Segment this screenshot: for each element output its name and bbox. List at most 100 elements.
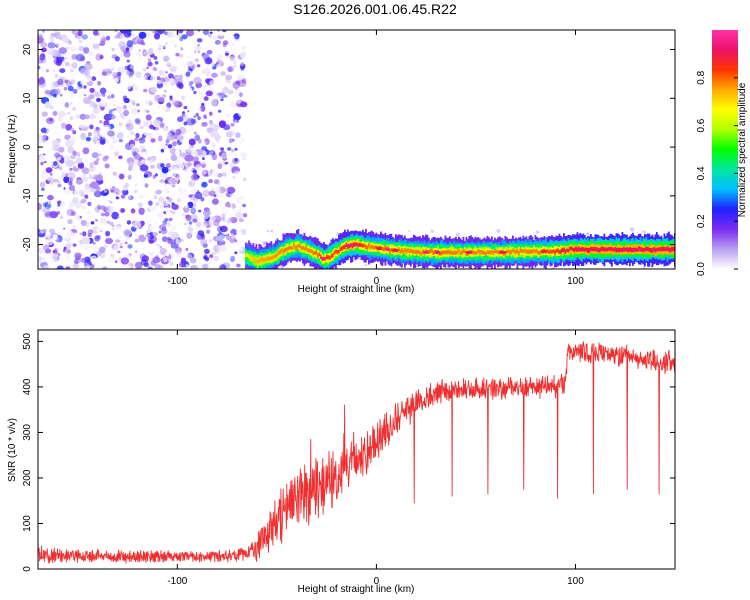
signal-cell [263,258,265,263]
noise-speck [49,211,59,219]
noise-speck [240,152,247,158]
signal-cell [548,250,550,255]
noise-speck [182,162,185,165]
noise-speck [89,162,94,168]
noise-speck [156,157,162,163]
signal-cell [549,249,552,254]
signal-cell [465,252,468,256]
signal-cell [446,250,448,255]
noise-speck [201,140,207,147]
noise-speck [170,33,175,38]
signal-cell [362,243,364,248]
noise-speck [134,238,139,243]
noise-speck [147,61,153,67]
noise-speck [97,80,101,86]
noise-speck [150,183,157,189]
signal-cell [305,245,307,250]
y-tick-label: -10 [22,188,33,203]
noise-speck [49,36,55,43]
noise-speck [241,78,247,84]
noise-speck [170,192,174,196]
noise-speck [65,266,71,269]
noise-speck [175,52,180,57]
noise-speck [266,229,269,233]
signal-cell [512,248,514,252]
noise-speck [82,243,88,251]
noise-speck [149,204,157,212]
noise-speck [132,86,139,91]
noise-speck [212,198,219,205]
noise-speck [125,47,130,52]
noise-speck [80,56,86,62]
noise-speck [160,163,165,168]
noise-speck [127,174,132,180]
signal-cell [537,250,540,255]
noise-speck [124,83,132,90]
noise-speck [101,71,107,76]
signal-cell [261,257,264,262]
noise-speck [239,218,244,223]
noise-speck [232,138,235,142]
noise-speck [62,59,65,62]
noise-speck [237,110,246,118]
noise-speck [156,80,163,85]
signal-cell [558,250,561,255]
noise-speck [140,259,148,266]
noise-speck [164,179,168,184]
noise-speck [153,56,158,60]
noise-speck [190,188,198,194]
signal-cell [431,248,433,253]
signal-cell [302,245,304,250]
noise-speck [59,215,64,220]
noise-speck [46,238,54,246]
noise-speck [41,111,48,117]
noise-speck [184,204,189,209]
signal-cell [375,245,378,250]
noise-speck [211,188,214,191]
noise-speck [79,232,83,236]
noise-speck [208,34,212,38]
noise-speck [166,131,172,137]
noise-speck [52,167,55,171]
noise-speck [224,161,229,165]
noise-speck [182,114,189,121]
noise-speck [142,195,151,204]
noise-speck [47,49,54,56]
noise-speck [237,137,246,145]
colorbar-ticks: 0.0 0.2 0.4 0.6 0.8 [696,70,738,276]
noise-speck [236,177,241,182]
noise-speck [114,34,120,39]
noise-speck [181,198,185,202]
noise-speck [75,114,80,119]
signal-cell [311,249,313,253]
noise-speck [222,87,229,94]
noise-speck [90,181,99,189]
noise-speck [77,30,83,37]
noise-speck [52,125,56,129]
noise-speck [76,152,81,157]
noise-speck [226,131,233,138]
noise-speck [42,228,47,233]
noise-speck [47,176,54,183]
noise-speck [72,232,80,240]
noise-speck [57,183,62,188]
noise-speck [86,211,91,215]
noise-speck [66,249,71,255]
noise-speck [149,124,154,130]
signal-cell [527,249,529,254]
noise-speck [240,101,248,108]
noise-speck [167,238,174,244]
noise-speck [215,235,221,241]
signal-cell [299,244,301,248]
noise-speck [55,88,61,95]
noise-speck [130,143,134,148]
noise-speck [87,229,94,235]
noise-speck [204,256,210,262]
noise-speck [163,186,170,193]
signal-cell [524,247,526,258]
noise-speck [214,94,220,101]
noise-speck [131,147,140,154]
noise-speck [51,33,54,36]
noise-speck [124,65,130,71]
noise-speck [162,236,168,243]
